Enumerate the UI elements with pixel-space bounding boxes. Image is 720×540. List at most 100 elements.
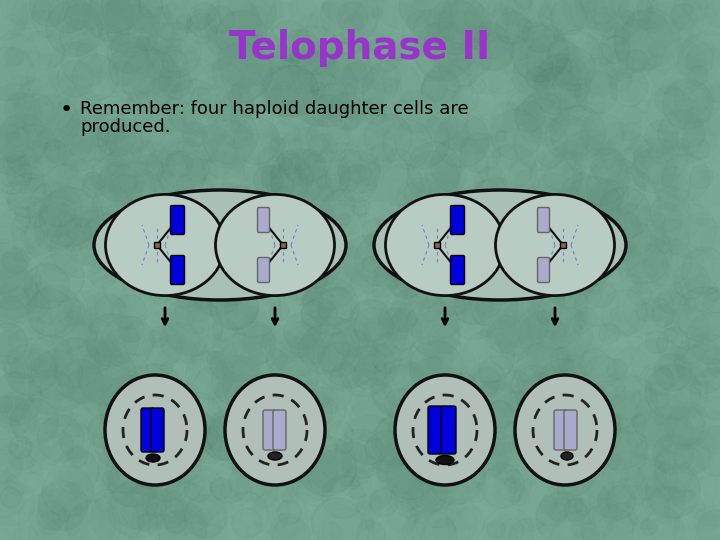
Circle shape xyxy=(671,287,690,306)
Circle shape xyxy=(440,147,451,158)
Circle shape xyxy=(668,286,683,300)
Circle shape xyxy=(448,46,464,62)
Circle shape xyxy=(42,465,94,517)
Circle shape xyxy=(204,153,245,194)
Circle shape xyxy=(129,411,163,444)
Circle shape xyxy=(665,446,708,489)
Circle shape xyxy=(111,165,161,214)
Circle shape xyxy=(24,496,50,522)
Circle shape xyxy=(414,38,427,51)
Circle shape xyxy=(50,338,101,388)
Circle shape xyxy=(176,296,194,313)
Circle shape xyxy=(9,436,32,459)
Circle shape xyxy=(199,246,237,285)
Circle shape xyxy=(441,284,472,315)
Circle shape xyxy=(48,436,99,487)
Circle shape xyxy=(117,285,154,322)
Circle shape xyxy=(355,342,410,396)
Circle shape xyxy=(219,35,272,88)
Circle shape xyxy=(204,210,261,266)
Circle shape xyxy=(579,65,616,102)
Circle shape xyxy=(516,218,554,255)
Circle shape xyxy=(441,440,497,496)
Circle shape xyxy=(166,430,210,475)
Circle shape xyxy=(320,449,351,481)
Circle shape xyxy=(202,411,251,461)
Circle shape xyxy=(564,499,587,522)
Circle shape xyxy=(143,517,186,540)
Circle shape xyxy=(261,153,312,205)
Circle shape xyxy=(159,396,185,422)
Circle shape xyxy=(535,371,586,422)
Circle shape xyxy=(328,288,338,299)
Circle shape xyxy=(99,98,126,125)
FancyBboxPatch shape xyxy=(171,255,184,285)
Circle shape xyxy=(166,151,192,178)
Circle shape xyxy=(203,313,248,357)
Circle shape xyxy=(221,253,256,288)
Circle shape xyxy=(571,32,628,89)
Circle shape xyxy=(142,369,179,406)
Circle shape xyxy=(117,377,132,392)
Circle shape xyxy=(109,457,160,507)
Circle shape xyxy=(567,481,611,524)
Circle shape xyxy=(32,162,59,188)
Circle shape xyxy=(161,138,205,181)
Circle shape xyxy=(397,464,431,497)
Circle shape xyxy=(626,487,670,530)
Circle shape xyxy=(406,284,441,318)
Circle shape xyxy=(41,201,86,246)
Circle shape xyxy=(510,48,534,72)
Circle shape xyxy=(222,346,244,368)
Circle shape xyxy=(207,416,259,469)
Circle shape xyxy=(445,204,471,230)
Circle shape xyxy=(660,97,711,147)
Circle shape xyxy=(567,42,621,94)
Circle shape xyxy=(403,234,437,268)
Circle shape xyxy=(586,214,621,249)
Circle shape xyxy=(84,172,102,190)
Circle shape xyxy=(94,0,109,8)
Circle shape xyxy=(554,0,593,22)
Circle shape xyxy=(135,416,176,458)
Circle shape xyxy=(61,218,112,269)
Circle shape xyxy=(134,212,183,261)
Circle shape xyxy=(110,481,158,528)
Circle shape xyxy=(545,115,590,159)
Circle shape xyxy=(315,334,363,381)
Circle shape xyxy=(568,471,614,517)
Circle shape xyxy=(268,137,285,153)
Circle shape xyxy=(250,494,289,534)
Circle shape xyxy=(335,166,361,192)
Circle shape xyxy=(362,59,422,119)
Circle shape xyxy=(136,36,150,50)
Circle shape xyxy=(577,155,626,204)
Circle shape xyxy=(219,198,274,254)
Circle shape xyxy=(493,322,514,344)
Ellipse shape xyxy=(495,194,614,295)
Circle shape xyxy=(162,50,186,74)
Circle shape xyxy=(554,295,565,306)
Circle shape xyxy=(179,274,208,303)
Circle shape xyxy=(24,264,69,309)
Circle shape xyxy=(20,3,37,20)
Circle shape xyxy=(453,231,503,281)
Circle shape xyxy=(482,57,519,94)
Circle shape xyxy=(1,235,16,251)
Circle shape xyxy=(33,1,53,20)
Circle shape xyxy=(371,360,431,419)
Circle shape xyxy=(528,0,547,16)
Circle shape xyxy=(20,78,73,131)
Circle shape xyxy=(452,204,504,256)
Circle shape xyxy=(309,425,354,470)
Circle shape xyxy=(474,245,490,261)
Circle shape xyxy=(227,500,268,540)
Circle shape xyxy=(5,47,24,66)
Circle shape xyxy=(511,469,528,485)
Circle shape xyxy=(0,300,32,346)
Circle shape xyxy=(387,259,426,299)
Circle shape xyxy=(201,135,245,178)
Circle shape xyxy=(654,219,690,255)
Circle shape xyxy=(204,121,215,131)
Circle shape xyxy=(210,478,232,500)
